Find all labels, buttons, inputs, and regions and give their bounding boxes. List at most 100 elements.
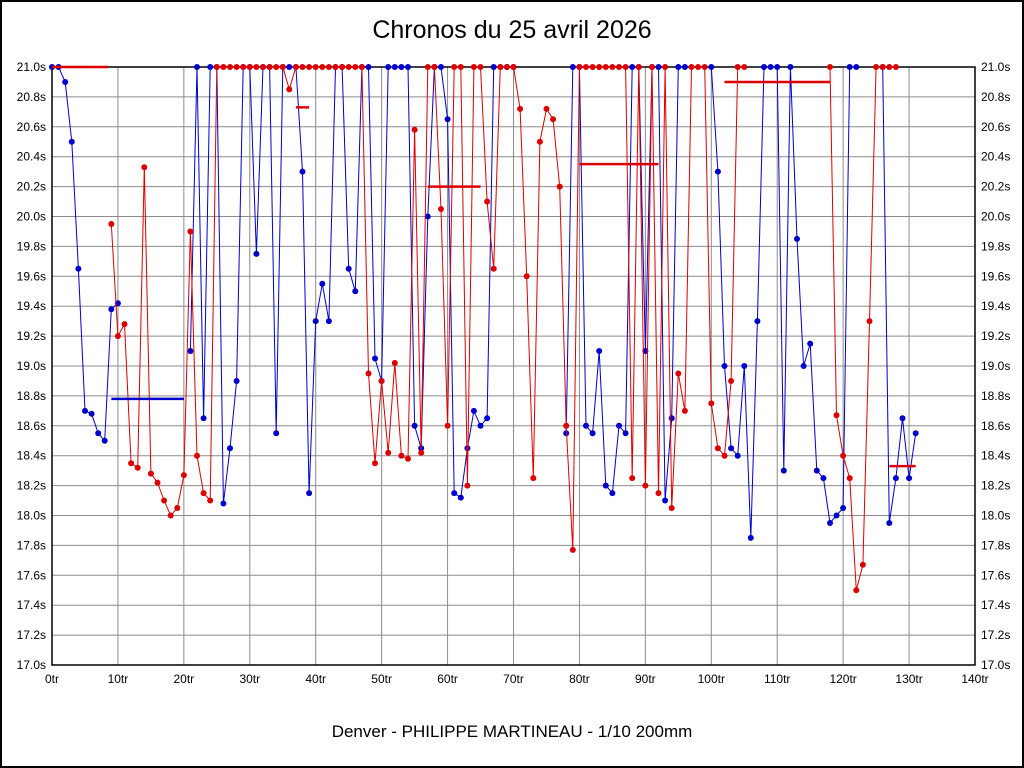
y-tick-label-right: 18.4s xyxy=(981,449,1010,463)
lap-point xyxy=(596,64,603,70)
x-axis-labels: 0tr 10tr 20tr 30tr 40tr 50tr 60tr 70tr 80tr 90tr 1… xyxy=(45,672,989,686)
lap-point xyxy=(147,470,154,477)
lap-point xyxy=(95,430,102,437)
lap-point xyxy=(728,378,735,384)
lap-point xyxy=(88,410,95,417)
lap-point xyxy=(583,64,589,70)
lap-point xyxy=(194,64,200,70)
lap-point xyxy=(622,430,629,437)
lap-point xyxy=(207,497,214,504)
lap-point xyxy=(840,452,847,459)
lap-point xyxy=(859,561,866,568)
lap-point xyxy=(286,86,293,93)
lap-point xyxy=(345,265,352,272)
y-tick-label-left: 20.2s xyxy=(17,180,46,194)
lap-point xyxy=(734,452,741,459)
lap-point xyxy=(668,505,675,511)
lap-point xyxy=(332,64,339,70)
y-tick-label-left: 18.4s xyxy=(17,449,46,463)
lap-point xyxy=(787,64,794,70)
lap-point xyxy=(741,64,748,70)
lap-point xyxy=(721,363,728,369)
lap-point xyxy=(385,64,392,70)
y-tick-label-right: 17.2s xyxy=(981,628,1010,642)
y-tick-label-left: 20.0s xyxy=(17,210,46,224)
lap-point xyxy=(675,64,682,70)
y-tick-label-left: 20.6s xyxy=(17,120,46,134)
lap-point xyxy=(800,363,807,369)
y-tick-label-right: 17.6s xyxy=(981,568,1010,582)
lap-point xyxy=(180,472,187,479)
lap-point xyxy=(345,64,352,70)
lap-point xyxy=(101,437,108,444)
series-line xyxy=(110,66,745,550)
lap-point xyxy=(583,422,589,429)
lap-point xyxy=(438,206,444,212)
lap-point xyxy=(886,64,893,70)
lap-point xyxy=(701,64,708,70)
lap-point xyxy=(780,467,787,474)
y-tick-label-left: 20.8s xyxy=(17,90,46,104)
lap-point xyxy=(279,64,286,70)
x-tick-label: 50tr xyxy=(371,672,392,686)
y-tick-label-right: 21.0s xyxy=(981,60,1010,74)
lap-point xyxy=(319,64,326,70)
y-tick-label-left: 17.0s xyxy=(17,658,46,672)
lap-point xyxy=(550,116,557,123)
lap-point xyxy=(200,490,207,497)
lap-point xyxy=(233,378,240,384)
lap-point xyxy=(141,164,148,171)
lap-point xyxy=(675,370,682,377)
lap-point xyxy=(378,378,385,384)
lap-point xyxy=(886,520,893,526)
lap-point xyxy=(879,64,886,70)
lap-point xyxy=(227,445,233,452)
lap-point xyxy=(892,475,899,482)
lap-point xyxy=(352,64,359,70)
lap-point xyxy=(253,250,260,257)
y-tick-label-left: 20.4s xyxy=(17,150,46,164)
lap-point xyxy=(794,235,800,242)
lap-point xyxy=(306,64,313,70)
lap-point xyxy=(728,445,735,452)
lap-point xyxy=(906,475,913,482)
series-line xyxy=(882,66,917,524)
lap-point xyxy=(708,400,715,407)
lap-point xyxy=(649,64,655,70)
lap-point xyxy=(194,452,200,459)
lap-point xyxy=(912,430,919,437)
lap-point xyxy=(602,482,609,489)
lap-point xyxy=(629,64,636,70)
lap-point xyxy=(319,280,326,287)
lap-point xyxy=(497,64,504,70)
y-tick-label-right: 19.4s xyxy=(981,299,1010,313)
lap-point xyxy=(688,64,695,70)
lap-point xyxy=(398,452,405,459)
lap-point xyxy=(477,64,484,70)
lap-point xyxy=(154,479,161,486)
lap-point xyxy=(609,64,616,70)
lap-point xyxy=(200,415,207,422)
lap-point xyxy=(451,490,458,497)
lap-point xyxy=(273,430,280,437)
lap-point xyxy=(167,512,174,519)
y-tick-label-left: 19.2s xyxy=(17,329,46,343)
lap-point xyxy=(187,348,194,354)
lap-point xyxy=(635,64,642,70)
lap-point xyxy=(266,64,273,70)
lap-point xyxy=(681,407,688,414)
lap-point xyxy=(227,64,233,70)
lap-point xyxy=(391,360,398,366)
lap-point xyxy=(490,64,497,70)
lap-point xyxy=(846,475,853,482)
y-tick-label-left: 19.0s xyxy=(17,359,46,373)
lap-point xyxy=(114,333,121,340)
lap-point xyxy=(761,64,767,70)
lap-point xyxy=(405,455,411,462)
x-tick-label: 30tr xyxy=(239,672,260,686)
lap-point xyxy=(629,475,636,482)
lap-point xyxy=(260,64,266,70)
lap-point xyxy=(233,64,240,70)
lap-point xyxy=(827,520,833,526)
lap-point xyxy=(385,449,392,456)
